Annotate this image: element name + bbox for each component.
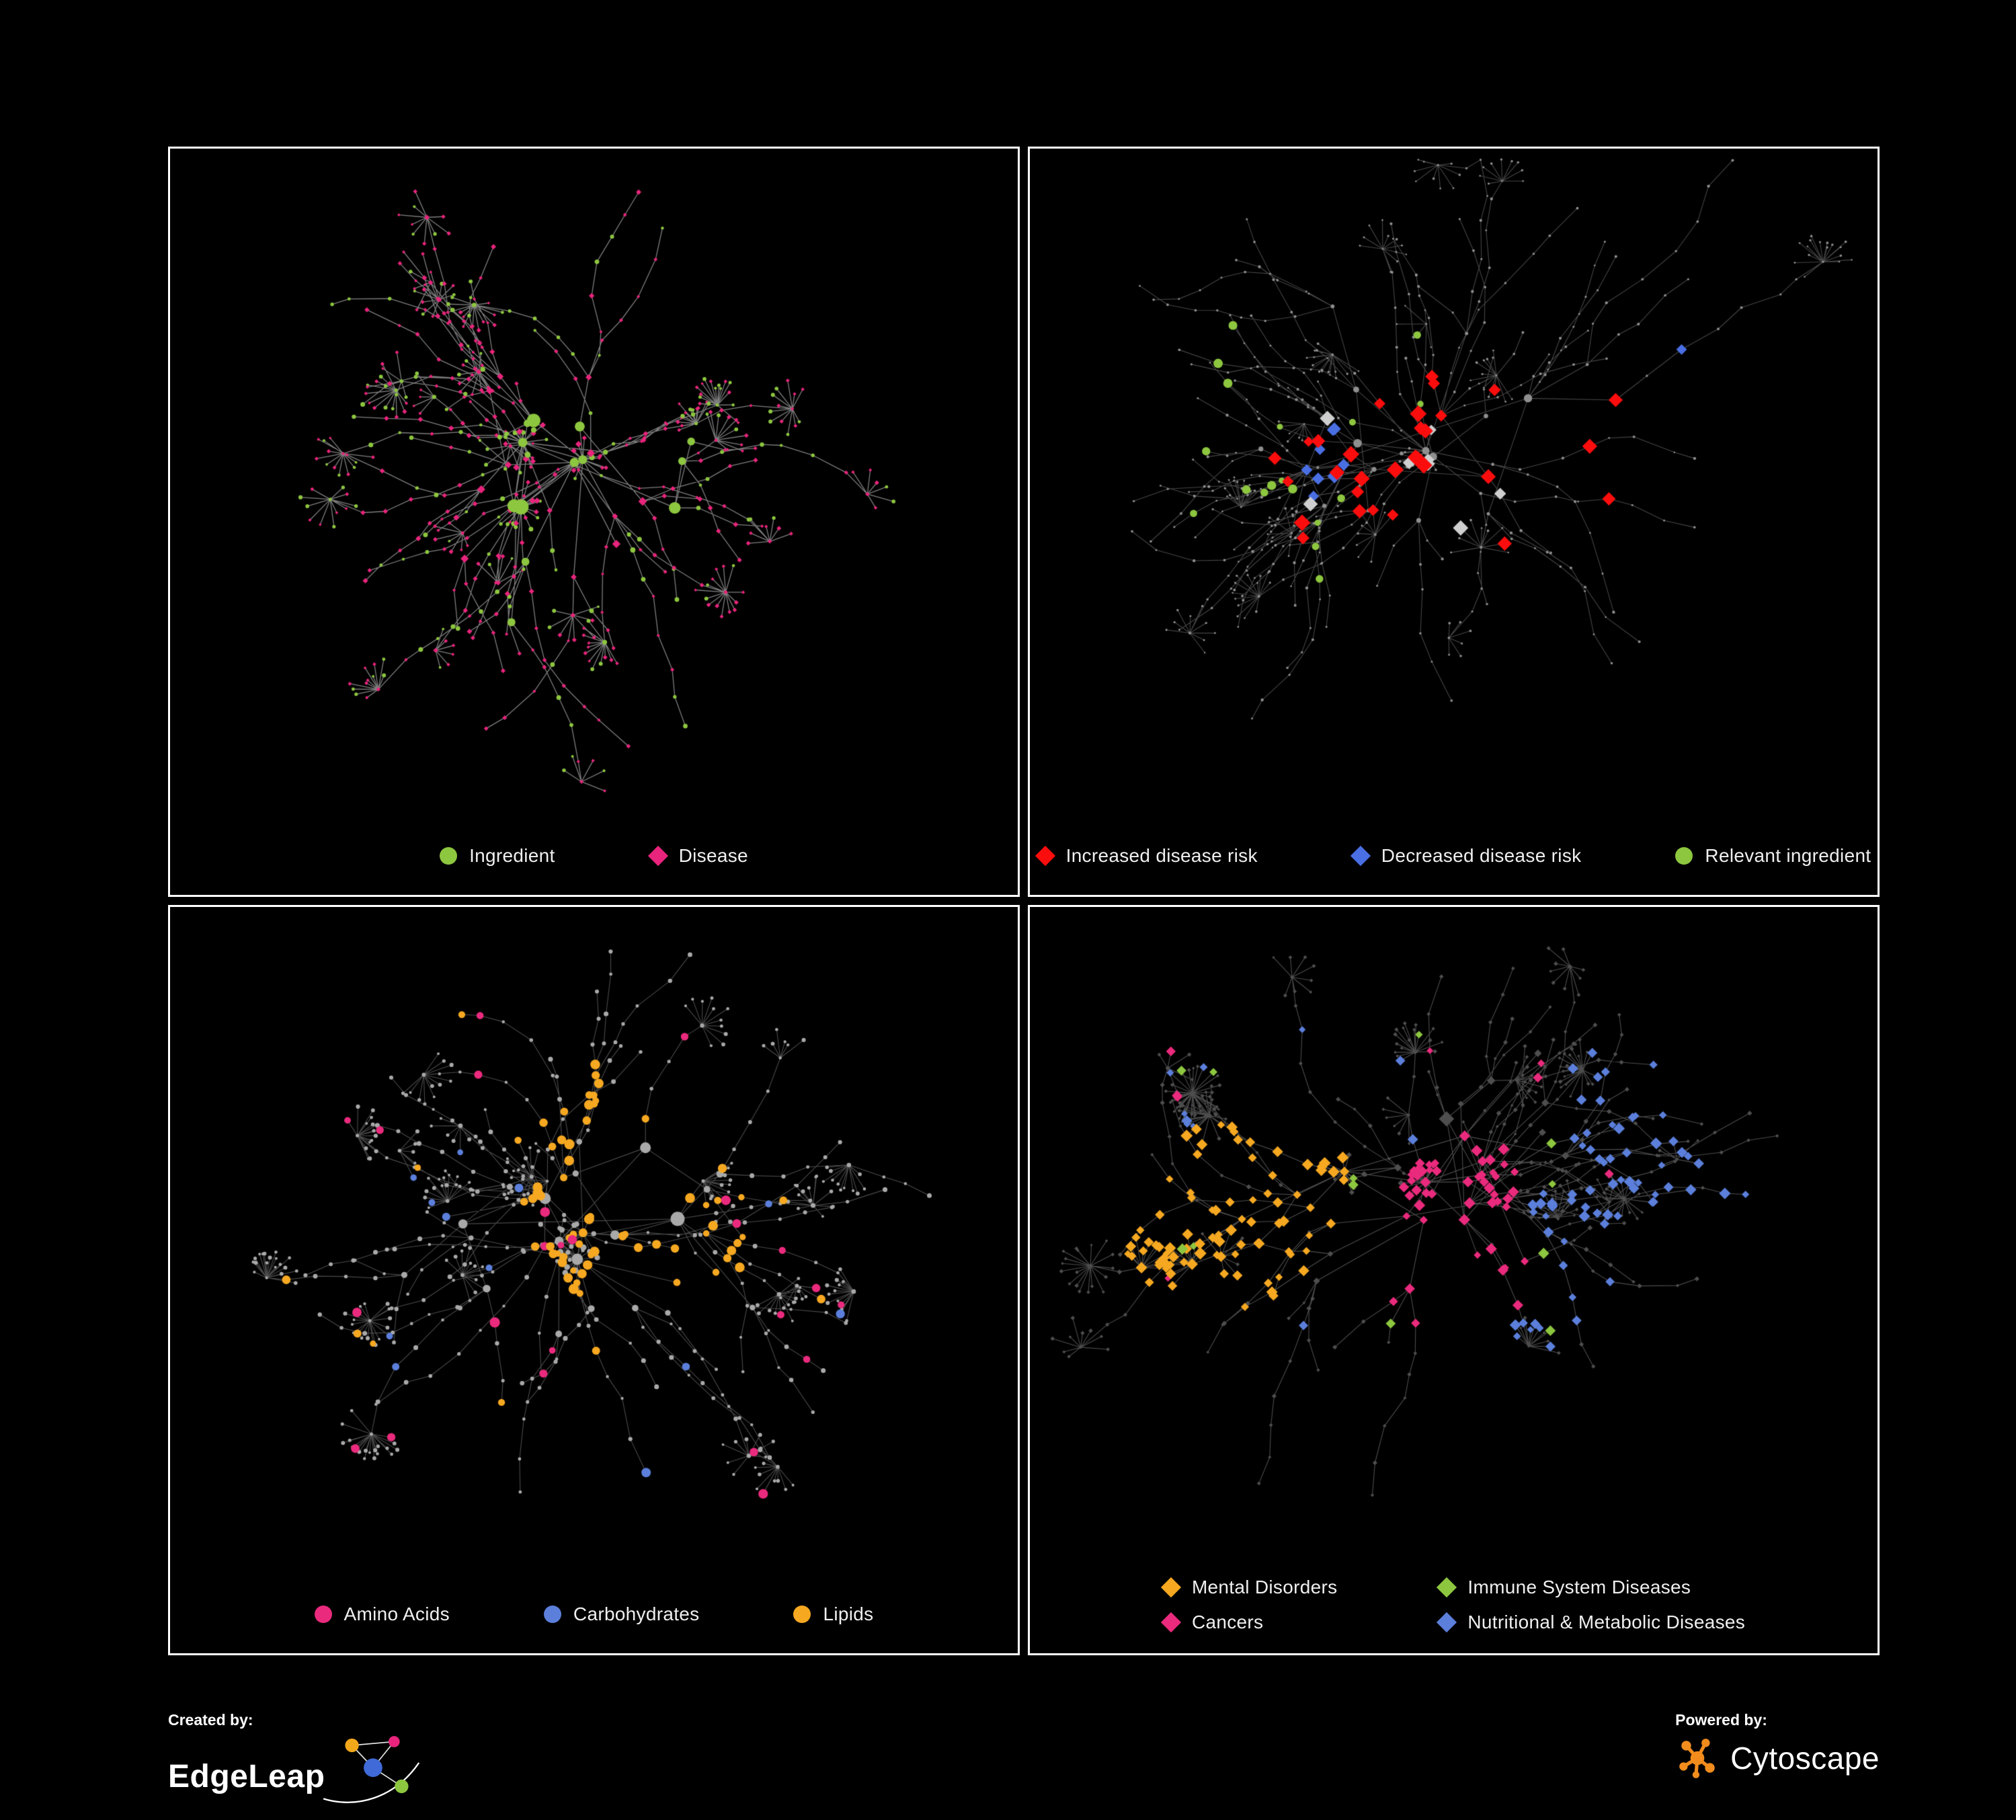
cytoscape-icon <box>1679 1739 1715 1778</box>
network-canvas <box>170 149 1018 895</box>
legend-item: Cancers <box>1160 1612 1337 1633</box>
legend-item: Amino Acids <box>314 1604 450 1625</box>
legend-item: Ingredient <box>440 845 555 867</box>
diamond-icon <box>1160 1612 1182 1633</box>
legend-item: Lipids <box>793 1604 873 1625</box>
diamond-icon <box>1437 1612 1457 1633</box>
diamond-icon <box>1035 845 1055 867</box>
legend-item: Mental Disorders <box>1160 1577 1338 1598</box>
legend: Amino Acids Carbohydrates Lipids <box>170 1604 1018 1625</box>
legend-label: Carbohydrates <box>573 1604 700 1624</box>
footer: Created by: EdgeLeap <box>168 1711 1880 1817</box>
legend-item: Immune System Diseases <box>1437 1577 1745 1598</box>
created-by-label: Created by: <box>168 1711 253 1729</box>
legend-label: Cancers <box>1191 1612 1264 1632</box>
panel-disease-risk: Increased disease risk Decreased disease … <box>1028 147 1880 897</box>
circle-icon <box>440 847 458 865</box>
network-canvas <box>1030 907 1878 1653</box>
panel-nutrient-classes: Amino Acids Carbohydrates Lipids <box>168 905 1020 1655</box>
legend-label: Mental Disorders <box>1191 1577 1338 1597</box>
cytoscape-logo: Cytoscape <box>1675 1736 1880 1780</box>
legend-item: Relevant ingredient <box>1675 845 1871 867</box>
circle-icon <box>543 1606 561 1623</box>
legend-label: Immune System Diseases <box>1467 1577 1691 1597</box>
legend-label: Nutritional & Metabolic Diseases <box>1467 1612 1746 1632</box>
diamond-icon <box>1160 1577 1182 1598</box>
legend: Increased disease risk Decreased disease … <box>1030 845 1878 867</box>
panel-disease-classes: Mental Disorders Immune System Diseases Ca… <box>1028 905 1880 1655</box>
legend-label: Increased disease risk <box>1065 845 1258 866</box>
legend-item: Carbohydrates <box>543 1604 700 1625</box>
diamond-icon <box>1350 845 1371 867</box>
edgeleap-logo: EdgeLeap <box>168 1736 430 1817</box>
diamond-icon <box>647 845 668 867</box>
legend-item: Decreased disease risk <box>1350 845 1582 867</box>
panel-ingredient-disease: Ingredient Disease <box>168 147 1020 897</box>
powered-by-label: Powered by: <box>1675 1711 1767 1729</box>
diamond-icon <box>1437 1577 1457 1598</box>
circle-icon <box>314 1606 332 1623</box>
circle-icon <box>1675 847 1693 865</box>
edgeleap-logo-text: EdgeLeap <box>168 1758 325 1794</box>
network-canvas <box>170 907 1018 1653</box>
legend-label: Disease <box>678 845 748 866</box>
legend-label: Ingredient <box>469 845 555 866</box>
legend-label: Decreased disease risk <box>1381 845 1582 866</box>
network-canvas <box>1030 149 1878 895</box>
legend-label: Lipids <box>823 1604 874 1624</box>
legend-item: Disease <box>647 845 748 867</box>
cytoscape-credit: Powered by: <box>1675 1711 1880 1780</box>
legend-item: Increased disease risk <box>1035 845 1258 867</box>
edgeeleap-molecule-icon <box>323 1736 420 1803</box>
legend-label: Relevant ingredient <box>1705 845 1871 866</box>
edgeleap-credit: Created by: EdgeLeap <box>168 1711 430 1817</box>
circle-icon <box>793 1606 811 1623</box>
legend-item: Nutritional & Metabolic Diseases <box>1437 1612 1746 1633</box>
cytoscape-logo-text: Cytoscape <box>1730 1741 1880 1776</box>
panel-grid: Ingredient Disease Increased disease risk… <box>168 147 1880 1655</box>
legend: Mental Disorders Immune System Diseases Ca… <box>1030 1577 1878 1633</box>
legend-label: Amino Acids <box>344 1604 450 1624</box>
legend: Ingredient Disease <box>170 845 1018 867</box>
